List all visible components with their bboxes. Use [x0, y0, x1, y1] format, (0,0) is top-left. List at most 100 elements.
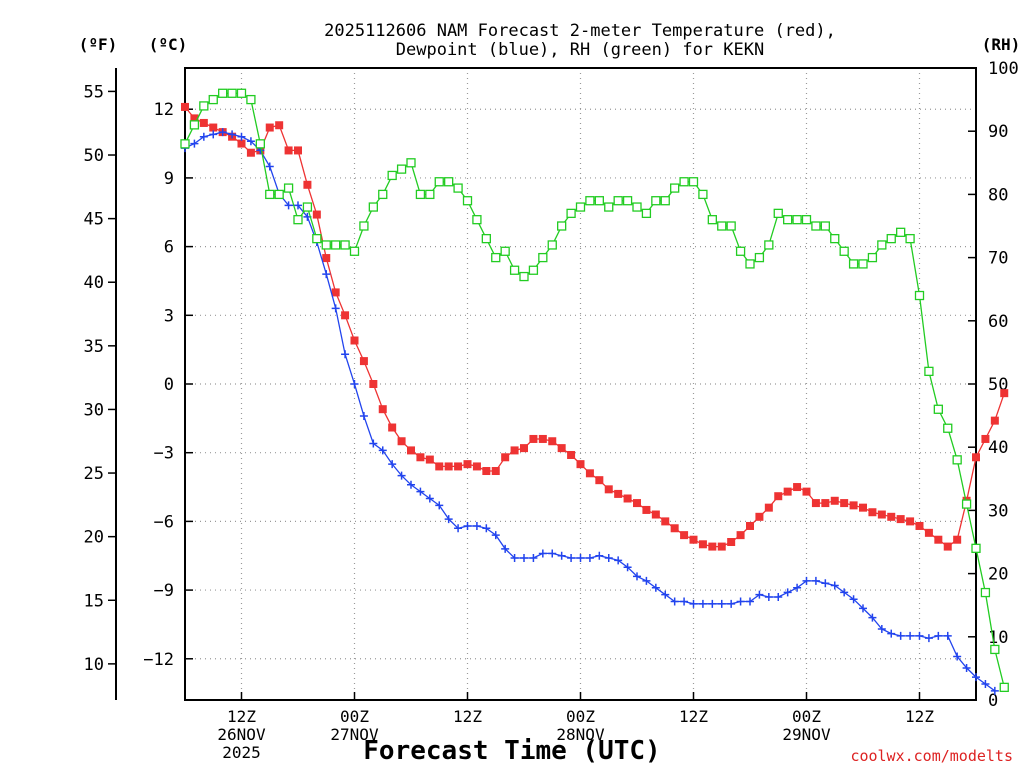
- data-point: [236, 88, 247, 98]
- series-layer: [180, 88, 1009, 695]
- celsius-axis-ticks: 12 9 6 3 0 −3 −6 −9 −12: [143, 100, 193, 670]
- data-point: [463, 521, 472, 530]
- data-point: [811, 499, 820, 508]
- data-point: [698, 540, 707, 549]
- x-axis-title: Forecast Time (UTC): [363, 736, 660, 766]
- data-point: [491, 252, 501, 263]
- data-point: [623, 494, 632, 503]
- rh-tick-label: 90: [988, 122, 1008, 142]
- data-point: [689, 599, 698, 608]
- data-point: [228, 130, 237, 139]
- data-point: [746, 521, 754, 530]
- data-point: [415, 189, 426, 200]
- rh-tick-label: 40: [988, 438, 1008, 458]
- time-tick-label: 26NOV: [217, 725, 266, 744]
- data-point: [849, 595, 858, 604]
- data-point: [199, 132, 208, 141]
- data-point: [340, 240, 350, 250]
- rh-unit-label: (RH): [982, 35, 1021, 54]
- data-point: [896, 631, 905, 640]
- fahrenheit-tick-label: 20: [84, 528, 104, 548]
- data-point: [868, 508, 877, 517]
- data-point: [962, 663, 971, 672]
- data-point: [444, 462, 453, 471]
- data-point: [906, 517, 915, 526]
- data-point: [708, 599, 717, 608]
- data-point: [981, 434, 990, 443]
- data-point: [519, 271, 529, 282]
- data-point: [331, 288, 340, 297]
- data-point: [877, 510, 886, 519]
- data-point: [933, 404, 943, 414]
- data-point: [349, 246, 360, 256]
- data-point: [934, 631, 943, 640]
- data-point: [793, 483, 802, 492]
- data-point: [746, 597, 754, 606]
- data-point: [491, 467, 500, 476]
- data-point: [557, 444, 566, 453]
- data-point: [839, 246, 849, 256]
- data-point: [359, 412, 368, 421]
- data-point: [764, 240, 774, 250]
- data-point: [435, 462, 444, 471]
- credit-label: coolwx.com/modelts: [850, 747, 1013, 765]
- data-point: [670, 524, 679, 533]
- rh-tick-label: 20: [988, 565, 1008, 585]
- time-tick-label: 12Z: [679, 707, 708, 726]
- celsius-tick-label: −6: [154, 512, 174, 532]
- data-point: [416, 453, 425, 462]
- data-point: [859, 503, 867, 512]
- data-point: [727, 538, 736, 546]
- data-point: [482, 524, 491, 533]
- data-point: [774, 592, 783, 601]
- data-point: [727, 599, 736, 608]
- data-point: [520, 554, 528, 563]
- data-point: [265, 162, 274, 171]
- data-point: [189, 120, 200, 130]
- data-point: [547, 240, 557, 250]
- data-point: [651, 583, 660, 592]
- time-tick-label: 28NOV: [556, 725, 605, 744]
- data-point: [303, 180, 312, 189]
- data-point: [529, 434, 538, 443]
- data-point: [520, 444, 528, 453]
- data-point: [764, 592, 773, 601]
- data-point: [735, 246, 746, 256]
- data-point: [801, 215, 812, 225]
- data-point: [294, 146, 302, 155]
- data-point: [275, 121, 284, 130]
- data-point: [953, 652, 962, 661]
- data-point: [972, 453, 980, 462]
- data-point: [575, 202, 586, 212]
- data-point: [604, 202, 614, 212]
- data-point: [953, 535, 962, 544]
- data-point: [284, 201, 293, 210]
- data-point: [472, 215, 482, 225]
- gridlines: [185, 68, 976, 700]
- data-point: [369, 380, 378, 388]
- time-tick-label: 29NOV: [782, 725, 831, 744]
- data-point: [868, 613, 877, 622]
- data-point: [632, 202, 642, 212]
- data-point: [265, 123, 274, 132]
- data-point: [444, 515, 453, 524]
- rh-tick-label: 70: [988, 249, 1008, 269]
- data-point: [341, 311, 350, 320]
- data-point: [359, 221, 369, 231]
- data-point: [774, 492, 783, 501]
- data-point: [830, 496, 839, 505]
- time-tick-label: 12Z: [227, 707, 256, 726]
- celsius-tick-label: −9: [154, 581, 174, 601]
- data-point: [754, 252, 765, 263]
- celsius-tick-label: 3: [164, 306, 174, 326]
- data-point: [633, 499, 641, 508]
- time-tick-label: 12Z: [905, 707, 934, 726]
- data-point: [651, 196, 661, 206]
- data-point: [980, 587, 991, 598]
- data-point: [454, 524, 463, 533]
- data-point: [604, 554, 613, 563]
- data-point: [434, 177, 444, 187]
- fahrenheit-tick-label: 35: [84, 337, 104, 357]
- data-point: [548, 437, 557, 446]
